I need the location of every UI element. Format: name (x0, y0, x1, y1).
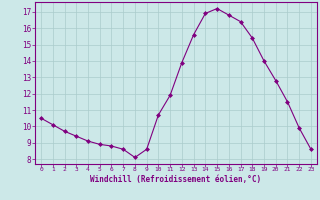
X-axis label: Windchill (Refroidissement éolien,°C): Windchill (Refroidissement éolien,°C) (91, 175, 261, 184)
